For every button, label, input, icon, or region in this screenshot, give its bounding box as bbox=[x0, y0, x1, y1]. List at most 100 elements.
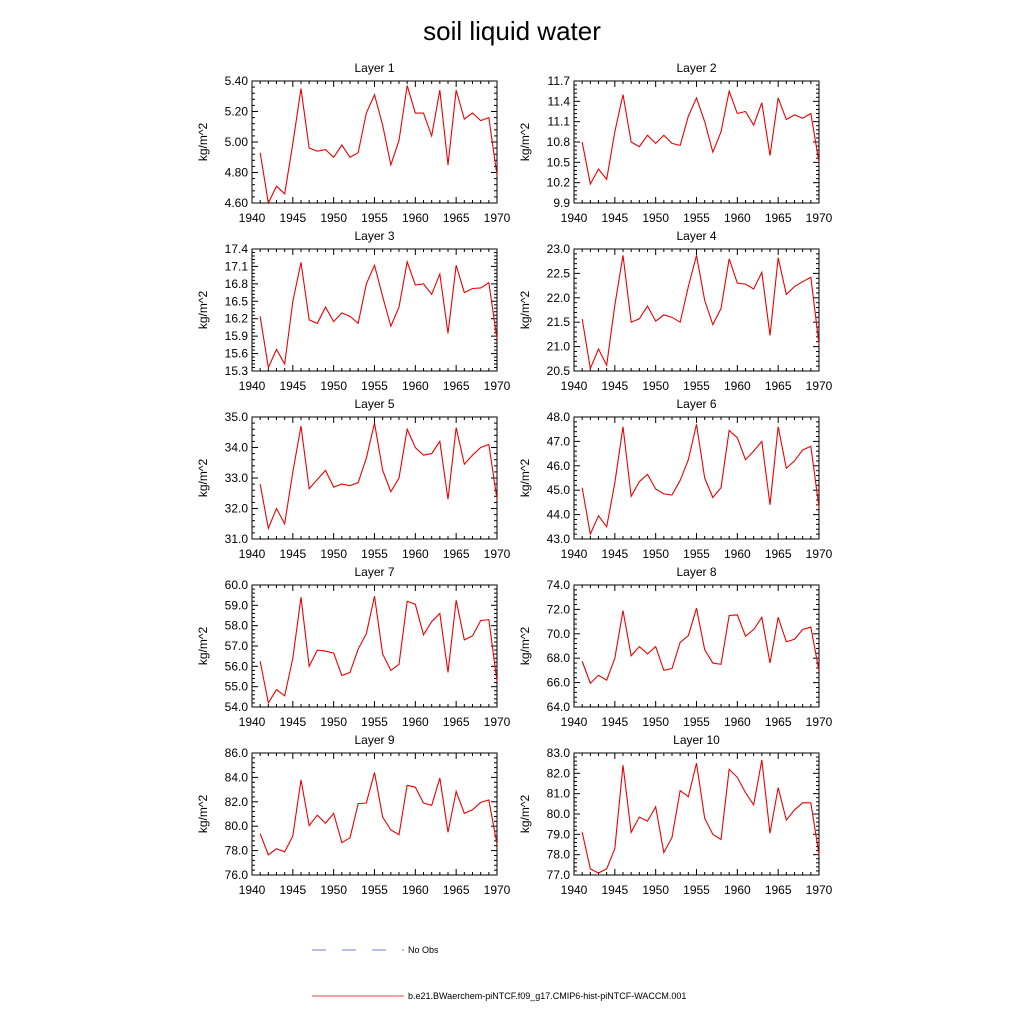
y-tick-label: 22.0 bbox=[547, 291, 571, 305]
y-tick-label: 59.0 bbox=[225, 598, 249, 612]
y-tick-label: 22.5 bbox=[547, 266, 571, 280]
x-tick-label: 1970 bbox=[484, 883, 511, 897]
y-tick-label: 84.0 bbox=[225, 770, 249, 784]
x-tick-label: 1950 bbox=[320, 715, 347, 729]
chart-panel-3: Layer 3 kg/m^2 1940 1945 1950 1955 1960 1965 197… bbox=[196, 229, 511, 393]
y-tick-label: 76.0 bbox=[225, 868, 249, 882]
x-tick-label: 1940 bbox=[561, 211, 588, 225]
x-tick-label: 1960 bbox=[402, 715, 429, 729]
x-tick-label: 1955 bbox=[361, 883, 388, 897]
y-tick-label: 17.1 bbox=[225, 259, 249, 273]
x-tick-label: 1970 bbox=[806, 883, 833, 897]
x-tick-label: 1945 bbox=[601, 883, 628, 897]
panel-title: Layer 10 bbox=[673, 733, 720, 747]
x-tick-label: 1960 bbox=[724, 379, 751, 393]
y-tick-label: 77.0 bbox=[547, 868, 571, 882]
y-tick-label: 60.0 bbox=[225, 578, 249, 592]
plot-frame bbox=[251, 416, 498, 540]
x-tick-label: 1940 bbox=[239, 379, 266, 393]
x-tick-label: 1970 bbox=[806, 715, 833, 729]
y-axis-label: kg/m^2 bbox=[518, 291, 532, 330]
x-tick-label: 1950 bbox=[320, 211, 347, 225]
x-tick-label: 1960 bbox=[402, 547, 429, 561]
x-tick-label: 1960 bbox=[724, 547, 751, 561]
panel-title: Layer 4 bbox=[676, 229, 716, 243]
x-tick-label: 1950 bbox=[320, 547, 347, 561]
plot-frame bbox=[251, 80, 498, 204]
x-tick-label: 1970 bbox=[806, 547, 833, 561]
y-tick-label: 70.0 bbox=[547, 627, 571, 641]
plot-frame bbox=[251, 752, 498, 876]
x-tick-label: 1940 bbox=[239, 547, 266, 561]
plot-frame bbox=[573, 752, 820, 876]
x-tick-label: 1955 bbox=[683, 883, 710, 897]
y-axis-label: kg/m^2 bbox=[196, 291, 210, 330]
series-line-1 bbox=[581, 89, 820, 186]
series-line-1 bbox=[581, 608, 820, 685]
y-tick-label: 5.00 bbox=[225, 135, 249, 149]
y-tick-label: 9.9 bbox=[553, 196, 570, 210]
y-tick-label: 56.0 bbox=[225, 659, 249, 673]
x-tick-label: 1940 bbox=[561, 547, 588, 561]
x-tick-label: 1970 bbox=[484, 715, 511, 729]
y-tick-label: 78.0 bbox=[225, 844, 249, 858]
y-tick-label: 64.0 bbox=[547, 700, 571, 714]
y-tick-label: 21.5 bbox=[547, 315, 571, 329]
series-line-1 bbox=[581, 255, 820, 371]
y-tick-label: 46.0 bbox=[547, 459, 571, 473]
chart-panel-9: Layer 9 kg/m^2 1940 1945 1950 1955 1960 1965 197… bbox=[196, 733, 511, 897]
x-tick-label: 1950 bbox=[642, 715, 669, 729]
y-tick-label: 44.0 bbox=[547, 508, 571, 522]
x-tick-label: 1955 bbox=[683, 715, 710, 729]
x-tick-label: 1965 bbox=[443, 547, 470, 561]
x-tick-label: 1945 bbox=[601, 211, 628, 225]
x-tick-label: 1970 bbox=[806, 211, 833, 225]
x-tick-label: 1965 bbox=[765, 211, 792, 225]
x-tick-label: 1945 bbox=[279, 547, 306, 561]
y-axis-label: kg/m^2 bbox=[196, 627, 210, 666]
legend-no-obs-label: No Obs bbox=[408, 945, 439, 955]
chart-panel-4: Layer 4 kg/m^2 1940 1945 1950 1955 1960 1965 197… bbox=[518, 229, 833, 393]
y-tick-label: 5.20 bbox=[225, 105, 249, 119]
series-line-1 bbox=[581, 424, 820, 536]
x-tick-label: 1955 bbox=[361, 379, 388, 393]
x-tick-label: 1955 bbox=[683, 379, 710, 393]
x-tick-label: 1945 bbox=[601, 715, 628, 729]
y-tick-label: 47.0 bbox=[547, 434, 571, 448]
figure-title: soil liquid water bbox=[423, 16, 601, 46]
y-tick-label: 11.4 bbox=[548, 94, 571, 108]
panel-title: Layer 1 bbox=[354, 61, 394, 75]
y-tick-label: 4.60 bbox=[225, 196, 249, 210]
x-tick-label: 1955 bbox=[361, 715, 388, 729]
series-line-1 bbox=[259, 85, 498, 205]
y-tick-label: 10.2 bbox=[547, 176, 571, 190]
x-tick-label: 1960 bbox=[724, 211, 751, 225]
chart-panel-1: Layer 1 kg/m^2 1940 1945 1950 1955 1960 1965 197… bbox=[196, 61, 511, 225]
series-line-1 bbox=[259, 422, 498, 531]
plot-frame bbox=[573, 248, 820, 372]
y-tick-label: 45.0 bbox=[547, 483, 571, 497]
x-tick-label: 1955 bbox=[361, 547, 388, 561]
y-tick-label: 4.80 bbox=[225, 166, 249, 180]
y-tick-label: 21.0 bbox=[547, 340, 571, 354]
y-tick-label: 34.0 bbox=[225, 441, 249, 455]
y-tick-label: 32.0 bbox=[225, 502, 249, 516]
chart-panel-10: Layer 10 kg/m^2 1940 1945 1950 1955 1960 1965 19… bbox=[518, 733, 833, 897]
plot-frame bbox=[573, 416, 820, 540]
x-tick-label: 1945 bbox=[279, 715, 306, 729]
x-tick-label: 1965 bbox=[765, 715, 792, 729]
x-tick-label: 1965 bbox=[765, 547, 792, 561]
panel-title: Layer 9 bbox=[354, 733, 394, 747]
x-tick-label: 1940 bbox=[561, 883, 588, 897]
y-axis-label: kg/m^2 bbox=[518, 627, 532, 666]
y-tick-label: 11.1 bbox=[548, 115, 571, 129]
x-tick-label: 1945 bbox=[601, 379, 628, 393]
x-tick-label: 1965 bbox=[765, 883, 792, 897]
panel-title: Layer 2 bbox=[676, 61, 716, 75]
y-axis-label: kg/m^2 bbox=[518, 795, 532, 834]
y-axis-label: kg/m^2 bbox=[196, 795, 210, 834]
y-tick-label: 58.0 bbox=[225, 619, 249, 633]
x-tick-label: 1960 bbox=[724, 883, 751, 897]
x-tick-label: 1960 bbox=[402, 379, 429, 393]
x-tick-label: 1945 bbox=[279, 379, 306, 393]
